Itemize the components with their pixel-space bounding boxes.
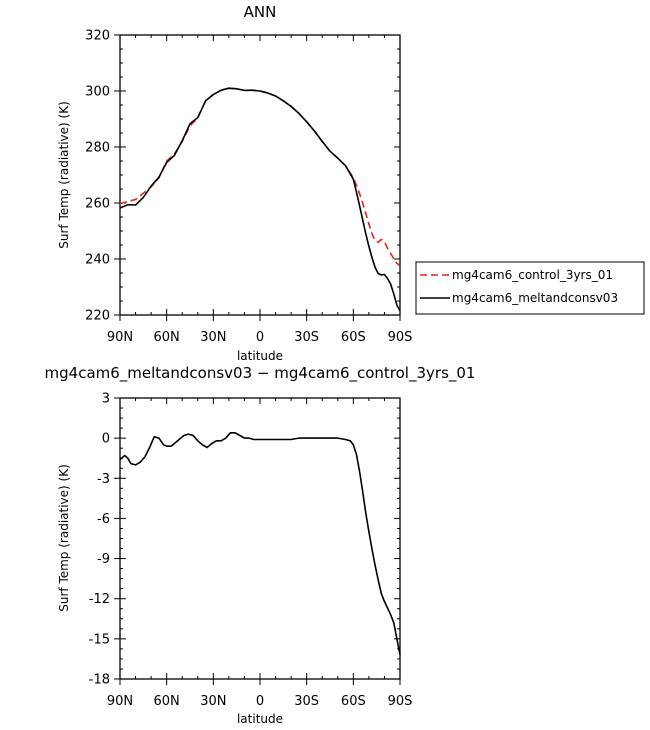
bottom-series-lines bbox=[119, 431, 401, 656]
top-y-tick-label: 280 bbox=[85, 141, 110, 156]
bottom-series-line-0 bbox=[119, 431, 401, 656]
bottom-axis-ticks bbox=[114, 397, 401, 685]
bottom-x-tick-label: 60N bbox=[154, 694, 180, 709]
legend-label-control: mg4cam6_control_3yrs_01 bbox=[452, 268, 613, 282]
bottom-x-tick-label: 90N bbox=[107, 694, 133, 709]
top-x-axis-label: latitude bbox=[237, 349, 283, 363]
legend: mg4cam6_control_3yrs_01 mg4cam6_meltandc… bbox=[415, 261, 645, 315]
legend-box bbox=[415, 261, 645, 315]
bottom-y-tick-label: 0 bbox=[102, 432, 110, 447]
legend-label-meltandconsv: mg4cam6_meltandconsv03 bbox=[452, 291, 618, 305]
top-x-tick-label: 60N bbox=[154, 330, 180, 345]
top-x-tick-label: 90S bbox=[388, 330, 413, 345]
bottom-x-tick-labels: 90N 60N 30N 0 30S 60S 90S bbox=[107, 694, 413, 709]
bottom-y-tick-label: -3 bbox=[97, 472, 110, 487]
bottom-x-tick-label: 30N bbox=[200, 694, 226, 709]
bottom-x-axis-label: latitude bbox=[237, 712, 283, 726]
bottom-y-tick-labels: -18 -15 -12 -9 -6 -3 0 3 bbox=[89, 392, 110, 688]
bottom-y-tick-label: -18 bbox=[89, 673, 110, 688]
bottom-y-tick-label: -9 bbox=[97, 552, 110, 567]
top-chart-title: ANN bbox=[244, 3, 277, 21]
top-y-tick-label: 320 bbox=[85, 29, 110, 44]
top-x-tick-label: 30N bbox=[200, 330, 226, 345]
top-plot-frame bbox=[119, 34, 401, 316]
top-x-tick-label: 60S bbox=[341, 330, 366, 345]
top-series-line-0 bbox=[119, 87, 401, 267]
top-series-lines bbox=[119, 87, 401, 312]
bottom-y-tick-label: -15 bbox=[89, 632, 110, 647]
top-x-tick-labels: 90N 60N 30N 0 30S 60S 90S bbox=[107, 330, 413, 345]
bottom-y-tick-label: -6 bbox=[97, 512, 110, 527]
bottom-x-tick-label: 0 bbox=[256, 694, 264, 709]
top-y-tick-label: 240 bbox=[85, 253, 110, 268]
bottom-y-tick-label: -12 bbox=[89, 592, 110, 607]
bottom-y-axis-label: Surf Temp (radiative) (K) bbox=[57, 464, 71, 612]
top-x-tick-label: 0 bbox=[256, 330, 264, 345]
bottom-panel: mg4cam6_meltandconsv03 − mg4cam6_control… bbox=[45, 364, 476, 726]
bottom-chart-title: mg4cam6_meltandconsv03 − mg4cam6_control… bbox=[45, 364, 476, 383]
bottom-x-tick-label: 30S bbox=[294, 694, 319, 709]
top-x-tick-label: 30S bbox=[294, 330, 319, 345]
top-y-tick-label: 260 bbox=[85, 197, 110, 212]
top-series-line-1 bbox=[119, 87, 401, 312]
top-x-tick-label: 90N bbox=[107, 330, 133, 345]
top-y-axis-label: Surf Temp (radiative) (K) bbox=[57, 101, 71, 249]
bottom-x-tick-label: 60S bbox=[341, 694, 366, 709]
top-y-tick-labels: 220 240 260 280 300 320 bbox=[85, 29, 110, 324]
top-y-tick-label: 220 bbox=[85, 309, 110, 324]
top-axis-ticks bbox=[114, 34, 401, 321]
bottom-x-tick-label: 90S bbox=[388, 694, 413, 709]
bottom-y-tick-label: 3 bbox=[102, 392, 110, 407]
top-y-tick-label: 300 bbox=[85, 85, 110, 100]
